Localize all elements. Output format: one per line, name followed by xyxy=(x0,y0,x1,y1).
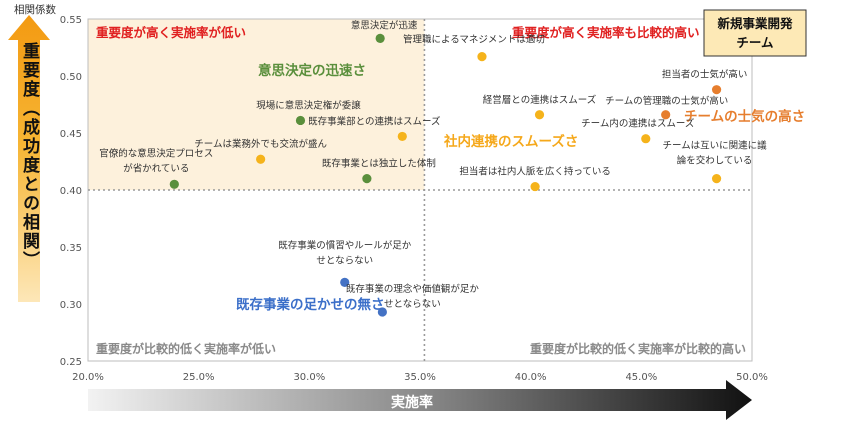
data-point-label: 経営層との連携はスムーズ xyxy=(483,94,597,106)
data-point xyxy=(340,277,350,287)
data-point-label: 官僚的な意思決定プロセスが省かれている xyxy=(99,147,213,174)
data-point-label: 既存事業の慣習やルールが足かせとならない xyxy=(278,239,412,266)
data-point xyxy=(169,179,179,189)
y-tick-label: 0.45 xyxy=(60,129,82,140)
group-label-no-legacy-constraints: 既存事業の足かせの無さ xyxy=(236,296,385,313)
data-point-label: 既存事業部との連携はスムーズ xyxy=(308,115,441,127)
quadrant-dividers xyxy=(88,19,752,361)
data-point xyxy=(477,52,487,62)
legend-title-line-2: チーム xyxy=(736,35,774,50)
quadrant-fill-top-left xyxy=(88,19,425,190)
y-tick-label: 0.30 xyxy=(60,300,82,311)
data-point-label: 既存事業とは独立した体制 xyxy=(322,158,436,170)
data-point xyxy=(534,110,545,120)
data-point xyxy=(661,110,671,120)
data-point-label: 意思決定が迅速 xyxy=(351,19,418,31)
legend-title-line-1: 新規事業開発 xyxy=(717,16,793,31)
quadrant-label-bottom-left: 重要度が比較的低く実施率が低い xyxy=(96,341,276,356)
y-tick-label: 0.25 xyxy=(60,357,82,368)
data-point-label: 既存事業の理念や価値観が足かせとならない xyxy=(346,283,480,310)
data-point xyxy=(397,131,407,142)
group-label-team-morale: チームの士気の高さ xyxy=(684,108,805,125)
y-tick-label: 0.35 xyxy=(60,243,82,254)
data-point xyxy=(295,115,306,126)
x-tick-label: 45.0% xyxy=(625,372,657,383)
x-tick-label: 25.0% xyxy=(183,372,215,383)
x-axis-label: 実施率 xyxy=(391,394,433,411)
y-tick-label: 0.50 xyxy=(60,72,82,83)
data-point-label: チーム内の連携はスムーズ xyxy=(581,118,695,130)
y-tick-label: 0.40 xyxy=(60,186,82,197)
x-tick-label: 50.0% xyxy=(736,372,768,383)
quadrant-label-top-right: 重要度が高く実施率も比較的高い xyxy=(512,25,700,40)
quadrant-label-bottom-right: 重要度が比較的低く実施率が比較的高い xyxy=(530,341,746,356)
data-point xyxy=(362,174,372,184)
data-points xyxy=(169,33,722,317)
data-point-label: 現場に意思決定権が委譲 xyxy=(256,99,361,111)
group-label-decision-speed: 意思決定の迅速さ xyxy=(258,62,366,79)
data-point xyxy=(641,134,651,144)
data-point-label: 担当者は社内人脈を広く持っている xyxy=(459,166,611,178)
y-tick-label: 0.55 xyxy=(60,15,82,26)
x-tick-label: 35.0% xyxy=(404,372,436,383)
x-tick-label: 20.0% xyxy=(72,372,104,383)
team-legend-box: 新規事業開発 チーム xyxy=(703,9,807,57)
data-point xyxy=(256,154,266,164)
y-axis-arrow xyxy=(8,15,50,302)
x-axis-arrow xyxy=(88,380,752,420)
quadrant-label-top-left: 重要度が高く実施率が低い xyxy=(96,25,246,40)
x-axis-ticks: 20.0% 25.0% 30.0% 35.0% 40.0% 45.0% 50.0% xyxy=(72,372,768,383)
data-point-label: 管理職によるマネジメントは適切 xyxy=(403,34,545,46)
data-point-label: チームは業務外でも交流が盛ん xyxy=(194,138,327,150)
data-point xyxy=(377,307,387,317)
data-point-label: チームは互いに関連に議論を交わしている xyxy=(662,140,767,167)
data-point-label: チームの管理職の士気が高い xyxy=(605,95,728,107)
x-tick-label: 30.0% xyxy=(293,372,325,383)
data-point xyxy=(711,85,722,95)
x-tick-label: 40.0% xyxy=(515,372,547,383)
data-point xyxy=(375,33,385,43)
y-axis-top-label: 相関係数 xyxy=(14,3,56,16)
data-point xyxy=(530,181,540,192)
data-point-label: 担当者の士気が高い xyxy=(662,69,748,81)
data-point xyxy=(711,174,722,184)
group-label-internal-coordination: 社内連携のスムーズさ xyxy=(443,133,578,150)
y-axis-label: 重要度（成功度との相関） xyxy=(19,41,40,270)
y-axis-ticks: 0.25 0.30 0.35 0.40 0.45 0.50 0.55 xyxy=(60,15,82,368)
